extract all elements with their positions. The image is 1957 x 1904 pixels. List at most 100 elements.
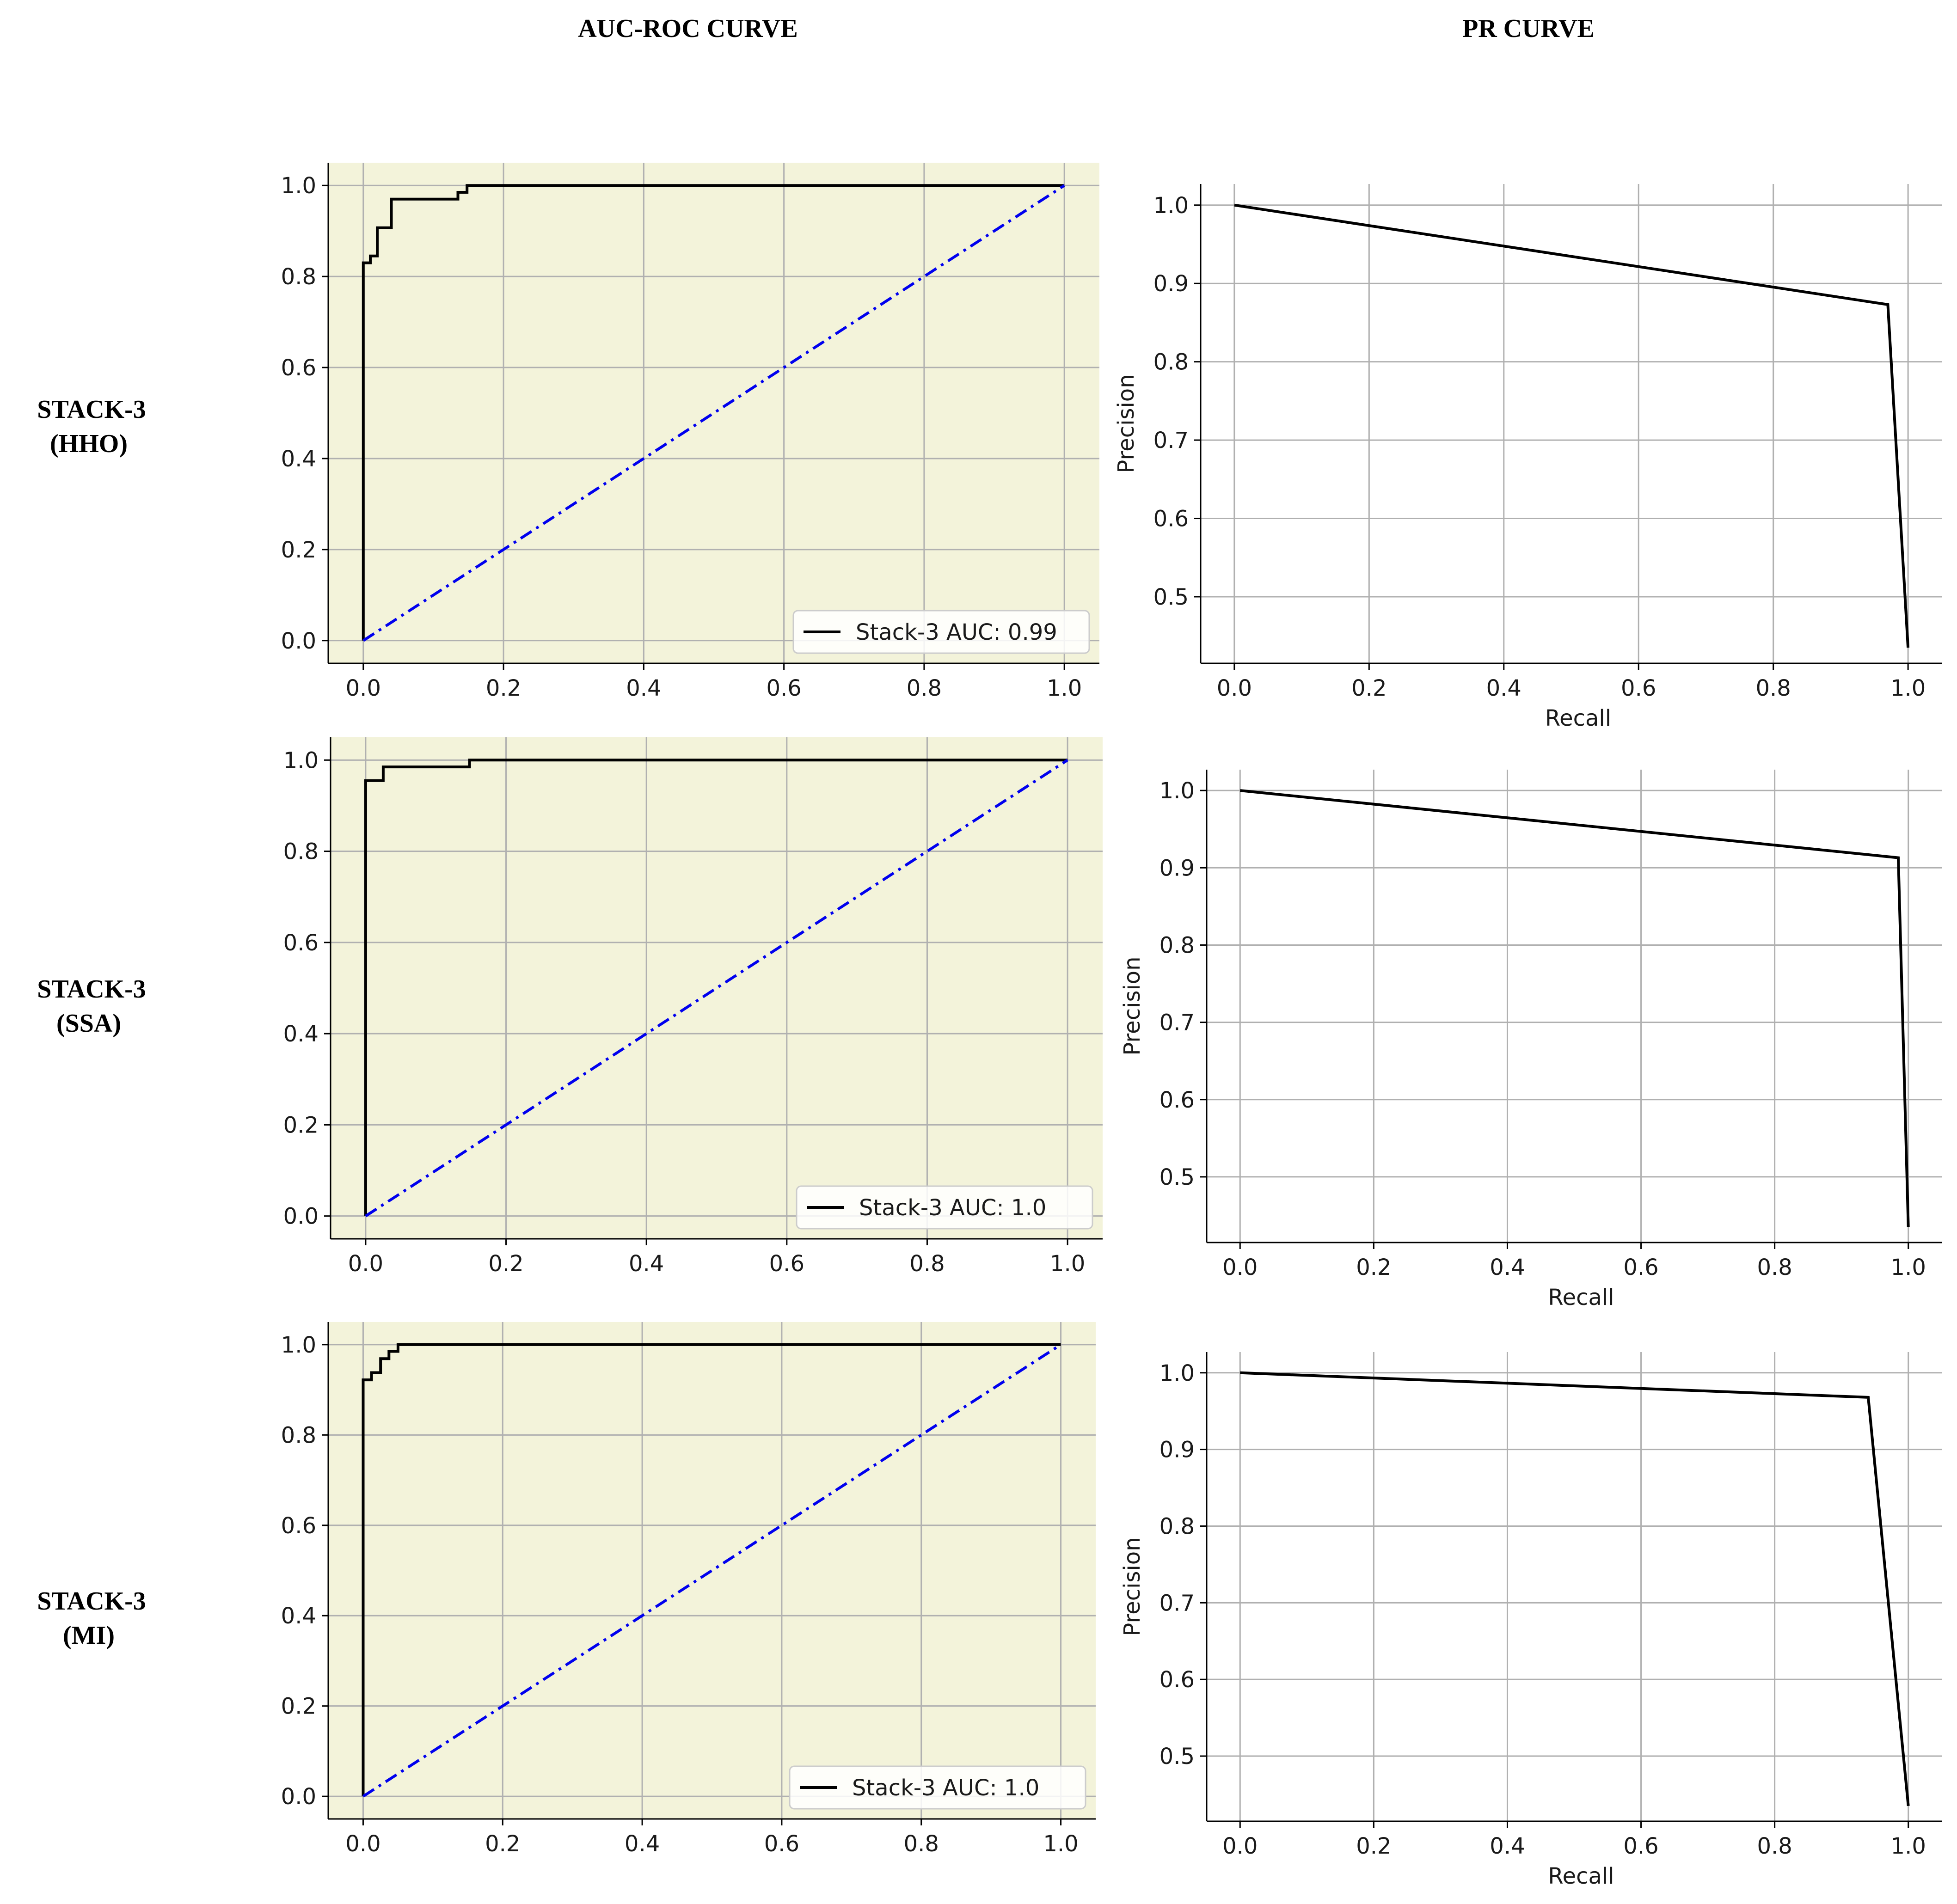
roc-chart-1: 0.0 0.2 0.4 0.6 0.8 1.0 0.0 0.2 0.4 0.6 0.8 1.0 Stac… <box>281 163 1099 701</box>
y-tick-label: 1.0 <box>1159 778 1195 804</box>
x-tick-label: 0.2 <box>1356 1255 1391 1280</box>
roc-curve <box>362 184 1065 641</box>
row-label-line1: STACK-3 <box>37 1587 146 1616</box>
roc-curve <box>364 759 1068 1216</box>
x-tick-label: 0.0 <box>345 1831 380 1857</box>
legend-label: Stack-3 AUC: 1.0 <box>859 1195 1046 1221</box>
row-label-line1: STACK-3 <box>37 975 146 1004</box>
y-tick-label: 0.8 <box>281 264 316 290</box>
row-label-ssa: STACK-3 (SSA) <box>37 975 146 1038</box>
y-tick-label: 0.7 <box>1159 1010 1195 1036</box>
legend: Stack-3 AUC: 0.99 <box>792 610 1090 654</box>
legend-box <box>792 610 1090 654</box>
x-tick-label: 0.6 <box>764 1831 799 1857</box>
x-tick-label: 0.0 <box>1222 1255 1258 1280</box>
x-tick-label: 0.2 <box>488 1251 523 1277</box>
x-tick-label: 0.8 <box>904 1831 939 1857</box>
y-tick-label: 0.7 <box>1153 428 1189 453</box>
x-tick-label: 0.8 <box>1757 1255 1792 1280</box>
y-axis-label: Precision <box>1119 956 1145 1055</box>
x-tick-label: 0.8 <box>1757 1833 1792 1859</box>
y-tick-label: 0.0 <box>281 1784 316 1810</box>
y-tick-label: 0.0 <box>283 1204 319 1230</box>
column-title-roc: AUC-ROC CURVE <box>578 14 798 43</box>
y-tick-label: 0.2 <box>281 1694 316 1720</box>
y-tick-label: 0.9 <box>1159 1437 1195 1463</box>
roc-chart-3: 0.0 0.2 0.4 0.6 0.8 1.0 0.0 0.2 0.4 0.6 0.8 1.0 Stac… <box>281 1322 1096 1857</box>
y-tick-label: 0.6 <box>283 930 319 956</box>
y-axis-label: Precision <box>1113 374 1139 473</box>
y-tick-label: 1.0 <box>283 747 319 773</box>
y-tick-label: 0.8 <box>1159 1513 1195 1539</box>
row-label-hho: STACK-3 (HHO) <box>37 395 146 458</box>
x-tick-label: 0.6 <box>766 675 801 701</box>
x-tick-label: 0.0 <box>346 675 381 701</box>
y-tick-label: 0.6 <box>281 1513 316 1539</box>
row-label-line2: (MI) <box>63 1621 115 1650</box>
y-tick-label: 0.9 <box>1153 271 1189 297</box>
y-tick-label: 1.0 <box>1159 1360 1195 1386</box>
x-tick-label: 0.8 <box>1756 675 1791 701</box>
x-tick-label: 0.4 <box>625 1831 660 1857</box>
x-tick-label: 1.0 <box>1047 675 1082 701</box>
y-tick-label: 0.2 <box>281 537 316 563</box>
pr-chart-1: 0.0 0.2 0.4 0.6 0.8 1.0 0.5 0.6 0.7 0.8 0.9 1.0 Reca… <box>1113 184 1942 731</box>
y-tick-label: 0.8 <box>1159 932 1195 958</box>
x-tick-label: 0.0 <box>1222 1833 1258 1859</box>
x-tick-label: 0.0 <box>348 1251 383 1277</box>
y-tick-label: 0.6 <box>1159 1667 1195 1693</box>
x-tick-label: 0.4 <box>629 1251 664 1277</box>
plot-background <box>328 163 1099 663</box>
y-tick-label: 0.9 <box>1159 855 1195 881</box>
y-tick-label: 0.4 <box>283 1021 319 1047</box>
y-tick-label: 0.5 <box>1159 1744 1195 1769</box>
pr-chart-2: 0.0 0.2 0.4 0.6 0.8 1.0 0.5 0.6 0.7 0.8 0.9 1.0 Reca… <box>1119 770 1942 1310</box>
y-tick-label: 0.5 <box>1159 1164 1195 1190</box>
x-tick-label: 0.4 <box>626 675 661 701</box>
y-tick-label: 0.7 <box>1159 1590 1195 1616</box>
y-axis-label: Precision <box>1119 1537 1145 1636</box>
legend-label: Stack-3 AUC: 1.0 <box>852 1775 1039 1801</box>
legend: Stack-3 AUC: 1.0 <box>789 1765 1086 1810</box>
x-tick-label: 1.0 <box>1891 1255 1926 1280</box>
legend: Stack-3 AUC: 1.0 <box>796 1185 1093 1230</box>
legend-label: Stack-3 AUC: 0.99 <box>856 619 1057 645</box>
x-tick-label: 0.6 <box>769 1251 804 1277</box>
legend-box <box>789 1765 1086 1810</box>
x-tick-label: 0.4 <box>1486 675 1521 701</box>
x-tick-label: 1.0 <box>1050 1251 1085 1277</box>
pr-curve <box>1234 203 1910 648</box>
chance-line <box>362 1343 1062 1798</box>
plot-background <box>331 737 1103 1239</box>
x-tick-label: 0.2 <box>485 1831 520 1857</box>
x-tick-label: 0.4 <box>1490 1255 1525 1280</box>
roc-chart-2: 0.0 0.2 0.4 0.6 0.8 1.0 0.0 0.2 0.4 0.6 0.8 1.0 Stac… <box>283 737 1103 1277</box>
x-tick-label: 0.2 <box>486 675 521 701</box>
y-tick-label: 0.8 <box>283 839 319 865</box>
y-tick-label: 0.4 <box>281 1603 316 1629</box>
row-label-line1: STACK-3 <box>37 395 146 424</box>
row-label-mi: STACK-3 (MI) <box>37 1587 146 1650</box>
x-tick-label: 0.8 <box>909 1251 945 1277</box>
y-tick-label: 0.8 <box>281 1422 316 1448</box>
y-tick-label: 1.0 <box>281 173 316 199</box>
y-tick-label: 1.0 <box>1153 193 1189 219</box>
x-tick-label: 0.6 <box>1623 1255 1658 1280</box>
y-tick-label: 1.0 <box>281 1332 316 1358</box>
x-tick-label: 0.6 <box>1621 675 1656 701</box>
y-tick-label: 0.6 <box>1153 506 1189 532</box>
pr-curve <box>1240 1371 1910 1806</box>
y-tick-label: 0.5 <box>1153 584 1189 610</box>
x-tick-label: 1.0 <box>1891 1833 1926 1859</box>
row-label-line2: (HHO) <box>50 429 128 458</box>
chart-panels: 0.0 0.2 0.4 0.6 0.8 1.0 0.0 0.2 0.4 0.6 0.8 1.0 Stac… <box>281 163 1942 1889</box>
y-tick-label: 0.6 <box>281 355 316 381</box>
x-tick-label: 0.2 <box>1356 1833 1391 1859</box>
x-axis-label: Recall <box>1548 1285 1614 1310</box>
row-label-line2: (SSA) <box>56 1009 121 1038</box>
y-tick-label: 0.0 <box>281 628 316 654</box>
legend-box <box>796 1185 1093 1230</box>
y-tick-label: 0.8 <box>1153 349 1189 375</box>
pr-chart-3: 0.0 0.2 0.4 0.6 0.8 1.0 0.5 0.6 0.7 0.8 0.9 1.0 Reca… <box>1119 1352 1942 1889</box>
